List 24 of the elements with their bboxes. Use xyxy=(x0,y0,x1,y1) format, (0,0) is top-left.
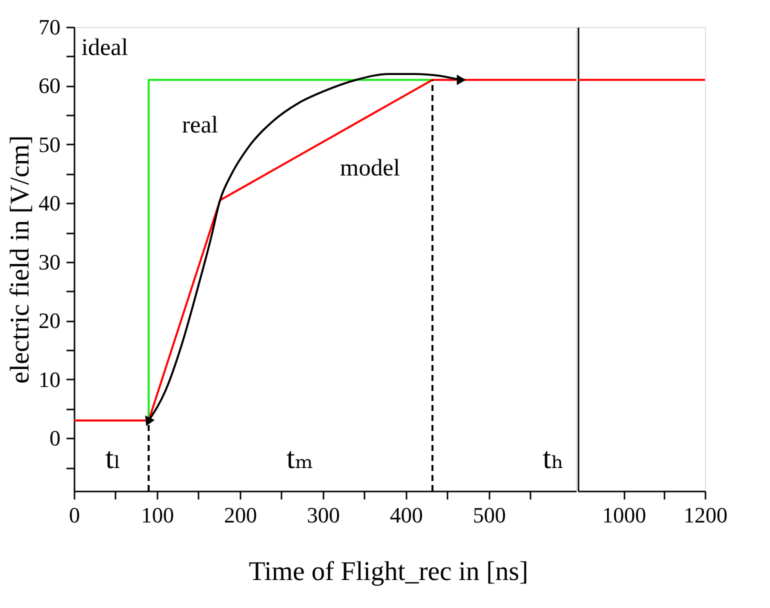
y-tick-label: 20 xyxy=(38,308,60,334)
annotation: tₘ xyxy=(286,442,314,475)
x-tick-label: 0 xyxy=(69,502,80,528)
x-tick-label: 1200 xyxy=(684,502,728,528)
y-tick-label: 60 xyxy=(38,73,60,98)
series-label: model xyxy=(340,155,400,182)
annotation: tₗ xyxy=(105,442,121,475)
y-tick-label: 0 xyxy=(50,426,60,451)
x-tick-label: 300 xyxy=(306,502,340,528)
y-tick-label: 50 xyxy=(38,132,60,157)
y-tick-label: 40 xyxy=(38,190,60,216)
y-tick-label: 10 xyxy=(38,366,60,392)
series-label: real xyxy=(182,112,218,138)
y-tick-label: 30 xyxy=(38,249,60,274)
annotation: tₕ xyxy=(542,442,564,475)
x-tick-label: 400 xyxy=(390,502,423,528)
x-tick-label: 200 xyxy=(224,502,257,528)
y-axis-title: electric field in [V/cm] xyxy=(4,135,34,384)
series-label: ideal xyxy=(81,34,128,61)
y-tick-label: 70 xyxy=(38,14,60,40)
x-axis-title: Time of Flight_rec in [ns] xyxy=(248,556,528,586)
x-tick-label: 500 xyxy=(472,502,506,528)
x-tick-label: 1000 xyxy=(602,502,646,528)
x-tick-label: 100 xyxy=(140,502,174,528)
